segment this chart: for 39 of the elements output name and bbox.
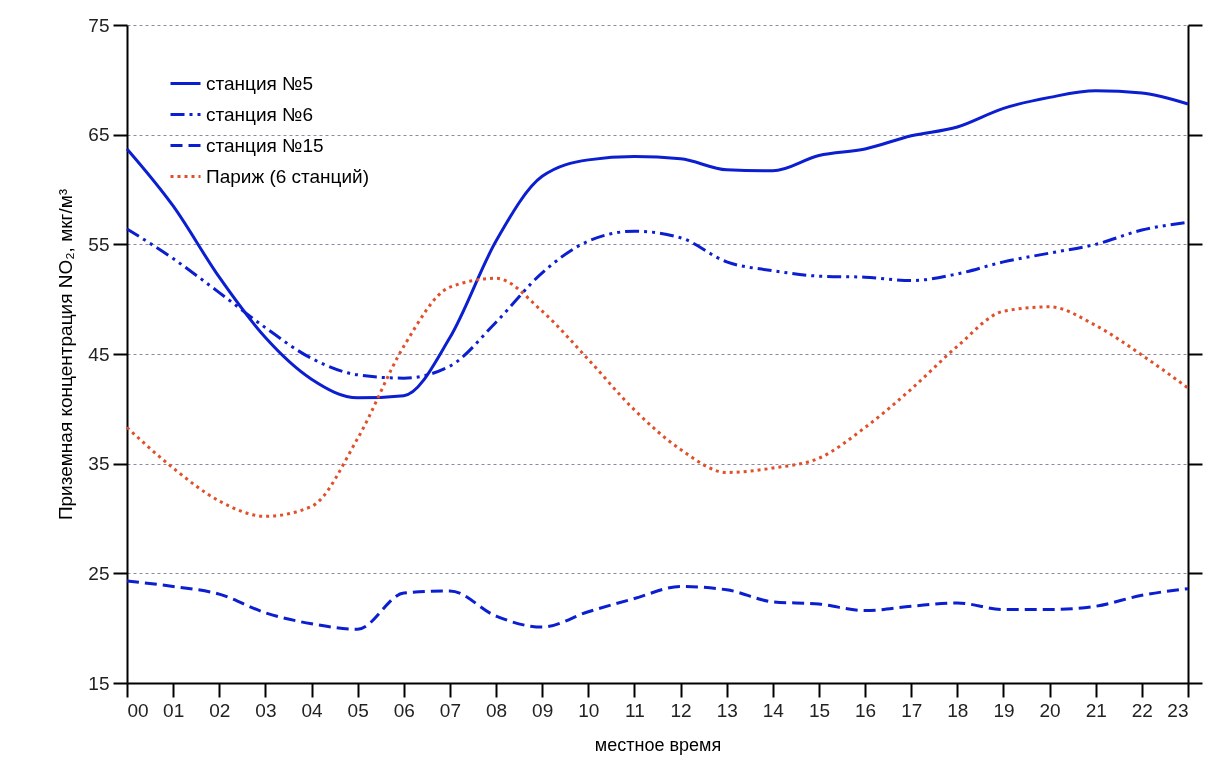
x-tick-label: 15	[808, 699, 831, 721]
x-tick-label: 08	[485, 699, 508, 721]
x-tick-label: 01	[163, 699, 185, 721]
x-tick-label: 06	[393, 699, 415, 721]
y-tick-label: 65	[88, 124, 110, 146]
line-series	[125, 276, 1190, 518]
x-tick-label: 21	[1085, 699, 1107, 721]
x-tick-label: 20	[1039, 699, 1061, 721]
y-tick-label: 15	[88, 672, 110, 694]
x-tick-label: 07	[439, 699, 461, 721]
x-axis-title: местное время	[594, 734, 722, 755]
y-axis-title: Приземная концентрация NO₂, мкг/м³	[55, 188, 77, 521]
x-tick-label: 10	[578, 699, 600, 721]
y-tick-label: 45	[88, 343, 110, 365]
y-tick-label: 75	[88, 14, 110, 36]
legend-label: станция №6	[206, 103, 314, 125]
x-tick-label: 03	[255, 699, 277, 721]
y-tick-label: 35	[88, 453, 110, 475]
x-tick-label: 02	[209, 699, 231, 721]
legend-label: станция №15	[206, 134, 324, 156]
x-tick-label: 16	[855, 699, 877, 721]
y-tick-label: 25	[88, 562, 110, 584]
x-tick-label: 22	[1131, 699, 1153, 721]
x-tick-label: 17	[901, 699, 923, 721]
x-tick-label: 23	[1167, 699, 1189, 721]
x-tick-label: 12	[670, 699, 692, 721]
x-tick-label: 19	[993, 699, 1015, 721]
x-tick-label: 05	[347, 699, 369, 721]
x-tick-label: 11	[625, 699, 645, 721]
x-tick-label: 09	[532, 699, 554, 721]
line-series	[125, 579, 1190, 631]
x-tick-label: 04	[301, 699, 324, 721]
x-tick-label: 00	[127, 699, 149, 721]
x-tick-label: 13	[716, 699, 738, 721]
legend-label: Париж (6 станций)	[206, 165, 370, 187]
x-tick-label: 14	[762, 699, 785, 721]
legend-label: станция №5	[206, 72, 314, 94]
x-tick-label: 18	[947, 699, 969, 721]
y-tick-label: 55	[88, 233, 110, 255]
